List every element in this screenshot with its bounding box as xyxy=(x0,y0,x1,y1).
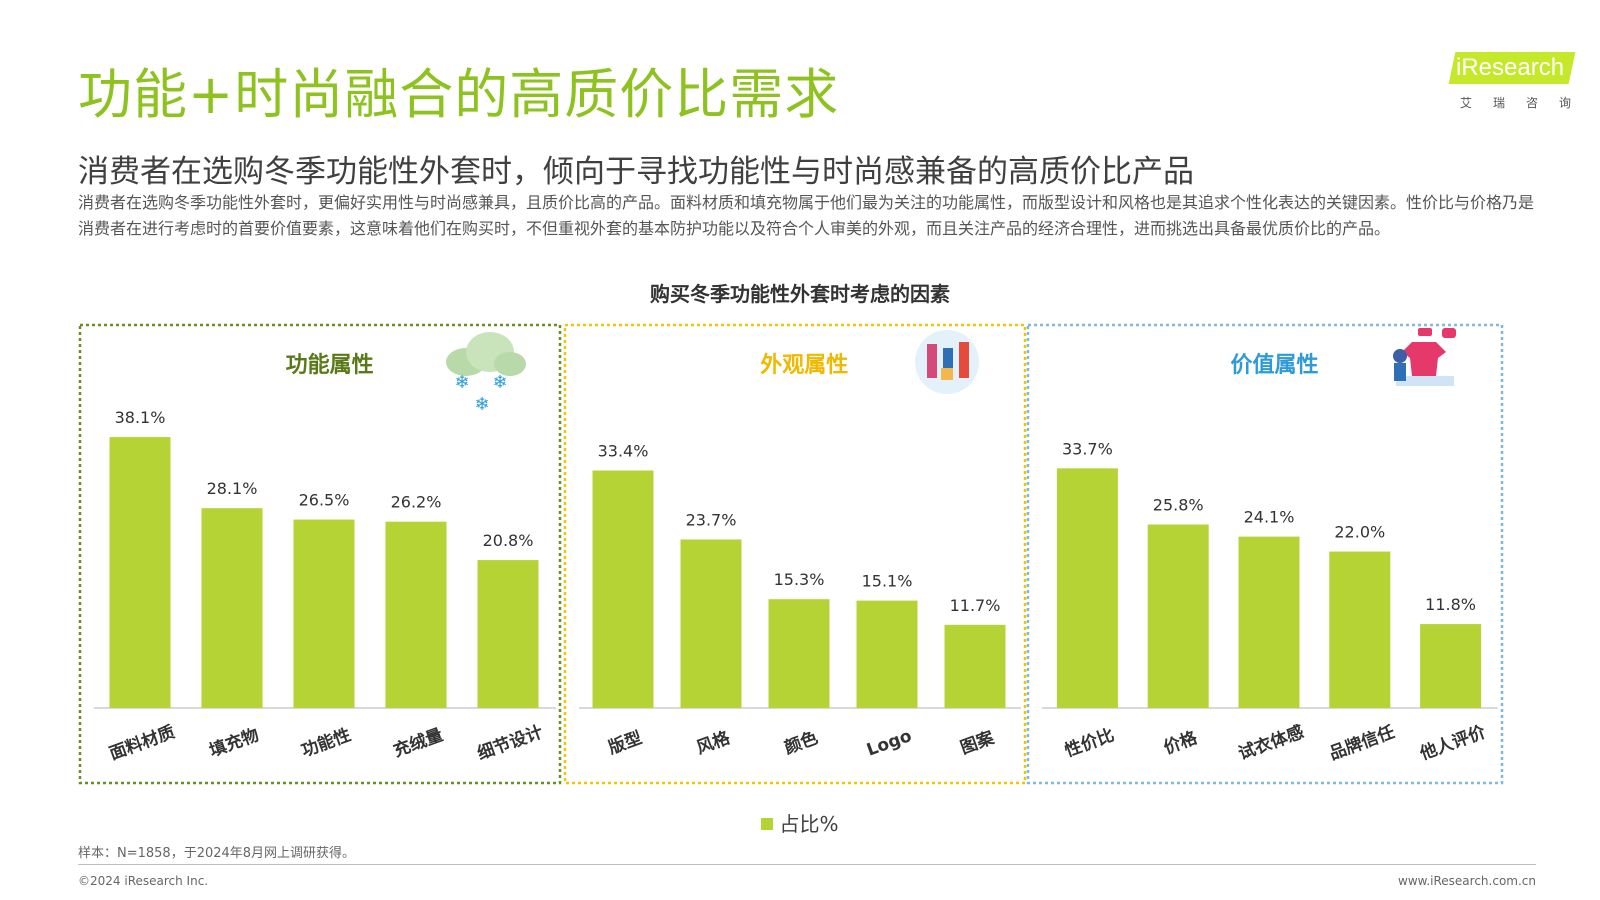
logo-sub-text: 艾瑞咨询 xyxy=(1460,96,1593,110)
data-label: 26.5% xyxy=(299,491,350,510)
tick-label: 填充物 xyxy=(207,724,262,761)
data-label: 22.0% xyxy=(1334,523,1385,542)
tick-label: Logo xyxy=(864,726,914,761)
logo-brand-text: iResearch xyxy=(1456,54,1565,81)
shirt-icon xyxy=(1402,342,1446,376)
shopping-people-icon xyxy=(943,348,953,378)
tick-label: 价格 xyxy=(1161,727,1201,759)
data-label: 20.8% xyxy=(483,531,534,550)
tick-label: 细节设计 xyxy=(475,721,546,764)
tick-label: 功能性 xyxy=(299,724,354,761)
shopping-people-icon xyxy=(927,344,937,378)
iresearch-logo: iResearch 艾瑞咨询 xyxy=(1448,48,1582,112)
chart-title: 购买冬季功能性外套时考虑的因素 xyxy=(650,282,950,306)
data-label: 23.7% xyxy=(686,510,737,529)
tick-label: 充绒量 xyxy=(391,724,446,761)
tick-label: 试衣体感 xyxy=(1236,721,1307,764)
footer-divider xyxy=(78,864,1536,865)
bar xyxy=(477,560,539,708)
page-description: 消费者在选购冬季功能性外套时，更偏好实用性与时尚感兼具，且质价比高的产品。面料材… xyxy=(78,193,1535,238)
website-link[interactable]: www.iResearch.com.cn xyxy=(1398,874,1536,888)
bar xyxy=(1238,536,1300,708)
tick-label: 性价比 xyxy=(1062,724,1117,761)
bar xyxy=(680,539,742,708)
panel-frame xyxy=(563,323,1027,785)
bar xyxy=(856,600,918,708)
bar xyxy=(944,624,1006,708)
legend-label: 占比% xyxy=(779,812,839,836)
data-label: 15.1% xyxy=(862,572,913,591)
snow-cloud-icon xyxy=(494,352,526,376)
legend-swatch xyxy=(761,817,774,830)
person-icon xyxy=(1394,363,1406,381)
bar xyxy=(1056,468,1118,708)
data-label: 28.1% xyxy=(207,479,258,498)
tick-label: 图案 xyxy=(958,727,998,759)
chart-legend: 占比% xyxy=(0,808,1600,837)
snowflake-icon: ❄ xyxy=(492,372,507,393)
bar xyxy=(293,519,355,708)
tick-label: 面料材质 xyxy=(107,721,178,764)
data-label: 11.7% xyxy=(950,596,1001,615)
tick-label: 风格 xyxy=(694,727,734,759)
bar xyxy=(1329,551,1391,708)
group-title: 价值属性 xyxy=(1230,352,1318,378)
shopping-bag-icon xyxy=(941,368,953,380)
snowflake-icon: ❄ xyxy=(474,394,489,415)
data-label: 25.8% xyxy=(1153,496,1204,515)
panel-frame xyxy=(78,323,562,785)
bar xyxy=(592,470,654,708)
tick-label: 版型 xyxy=(606,727,645,758)
sale-tag-icon xyxy=(1418,328,1432,336)
data-label: 33.7% xyxy=(1062,439,1113,458)
bar xyxy=(768,599,830,708)
clothing-shop-icon xyxy=(1396,376,1454,386)
tick-label: 品牌信任 xyxy=(1326,721,1397,764)
group-title: 功能属性 xyxy=(286,352,374,378)
bar xyxy=(109,437,171,708)
page-title: 功能+时尚融合的高质价比需求 xyxy=(78,63,840,126)
chat-bubble-icon xyxy=(1442,328,1456,338)
source-note: 样本：N=1858，于2024年8月网上调研获得。 xyxy=(78,846,356,861)
snowflake-icon: ❄ xyxy=(454,372,469,393)
bar xyxy=(1147,524,1209,708)
data-label: 15.3% xyxy=(774,570,825,589)
page-subtitle: 消费者在选购冬季功能性外套时，倾向于寻找功能性与时尚感兼备的高质价比产品 xyxy=(78,154,1194,190)
data-label: 24.1% xyxy=(1244,508,1295,527)
tick-label: 他人评价 xyxy=(1416,721,1489,765)
data-label: 26.2% xyxy=(391,493,442,512)
copyright: ©2024 iResearch Inc. xyxy=(78,874,209,888)
person-icon xyxy=(1393,349,1407,363)
group-title: 外观属性 xyxy=(760,352,848,378)
data-label: 38.1% xyxy=(115,408,166,427)
bar xyxy=(385,521,447,708)
bar xyxy=(201,508,263,708)
tick-label: 颜色 xyxy=(782,727,821,758)
shopping-people-icon xyxy=(959,342,969,378)
bar xyxy=(1420,624,1482,708)
data-label: 33.4% xyxy=(598,441,649,460)
panel-frame xyxy=(1026,323,1504,785)
data-label: 11.8% xyxy=(1425,595,1476,614)
